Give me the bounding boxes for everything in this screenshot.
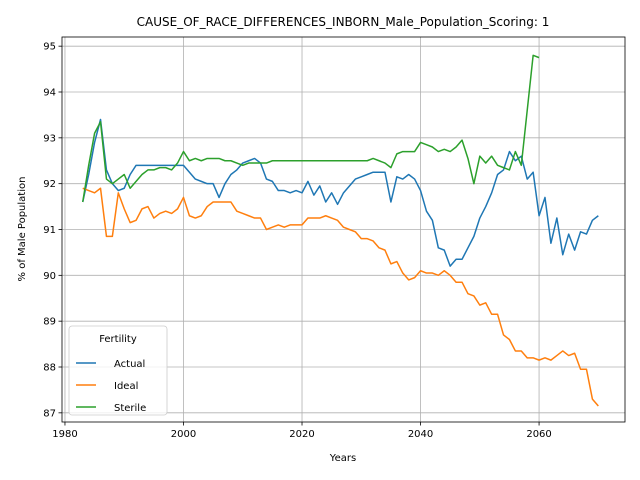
y-tick-label: 94 (43, 88, 56, 99)
y-tick-label: 89 (43, 317, 56, 328)
legend-label-ideal: Ideal (114, 381, 138, 392)
legend: Fertility Actual Ideal Sterile (68, 325, 168, 416)
x-tick-label: 2000 (171, 429, 196, 440)
y-tick-label: 87 (43, 408, 56, 419)
x-tick-label: 2040 (408, 429, 433, 440)
x-axis-label: Years (329, 453, 356, 464)
y-tick-label: 88 (43, 363, 56, 374)
x-tick-label: 1980 (52, 429, 77, 440)
series-line-sterile (81, 54, 540, 203)
legend-title: Fertility (99, 334, 137, 345)
x-tick-label: 2060 (526, 429, 551, 440)
legend-label-sterile: Sterile (114, 403, 146, 414)
series-line-actual (82, 118, 599, 267)
y-tick-label: 90 (43, 271, 56, 282)
y-tick-label: 92 (43, 179, 56, 190)
y-axis-label: % of Male Population (17, 177, 28, 282)
y-tick-label: 95 (43, 42, 56, 53)
chart-title: CAUSE_OF_RACE_DIFFERENCES_INBORN_Male_Po… (137, 15, 550, 29)
legend-box (68, 325, 168, 416)
series-line-ideal (82, 187, 599, 407)
legend-label-actual: Actual (114, 359, 145, 370)
x-tick-label: 2020 (289, 429, 314, 440)
y-tick-label: 91 (43, 225, 56, 236)
y-tick-label: 93 (43, 133, 56, 144)
